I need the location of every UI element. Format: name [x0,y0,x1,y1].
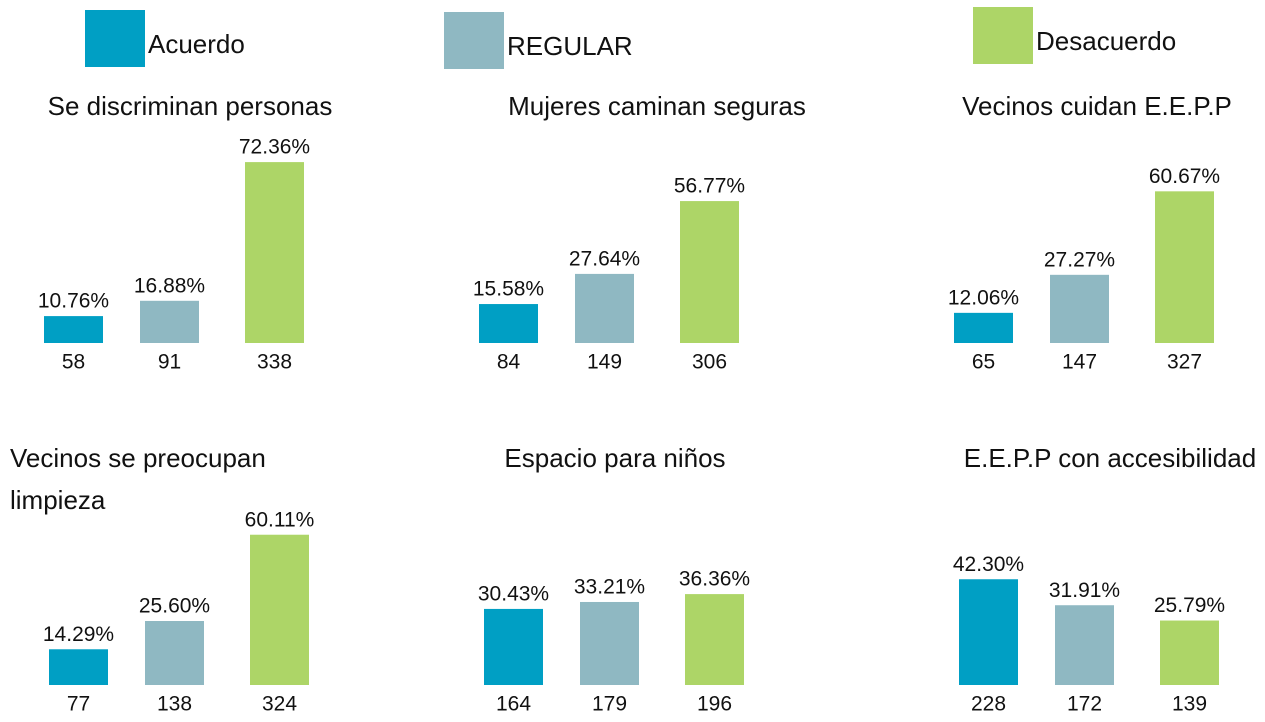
value-label: 10.76% [38,290,109,313]
category-label: 179 [592,693,627,716]
category-label: 228 [971,693,1006,716]
legend-swatch [973,7,1033,64]
category-label: 77 [67,693,90,716]
chart-title: Se discriminan personas [48,91,333,121]
value-label: 56.77% [674,175,745,198]
bar [685,594,744,685]
bar [954,312,1013,343]
value-label: 30.43% [478,582,549,605]
bar [250,534,309,685]
bar [1050,274,1109,343]
category-label: 58 [62,351,85,374]
bar [959,579,1018,685]
bar [1160,620,1219,685]
category-label: 324 [262,693,297,716]
category-label: 164 [496,693,531,716]
value-label: 12.06% [948,286,1019,309]
category-label: 84 [497,351,521,374]
value-label: 72.36% [239,136,310,159]
bar [145,621,204,685]
value-label: 60.67% [1149,165,1220,188]
category-label: 306 [692,351,727,374]
value-label: 36.36% [679,568,750,591]
chart-title: Mujeres caminan seguras [508,91,806,121]
legend-label: Acuerdo [148,29,245,59]
value-label: 14.29% [43,623,114,646]
legend-label: Desacuerdo [1036,26,1176,56]
bar [140,300,199,343]
bar [44,316,103,343]
category-label: 147 [1062,351,1097,374]
value-label: 31.91% [1049,579,1120,602]
category-label: 172 [1067,693,1102,716]
category-label: 91 [158,351,181,374]
bar [49,649,108,685]
legend-label: REGULAR [507,31,633,61]
chart-title: Vecinos cuidan E.E.P.P [962,91,1232,121]
category-label: 65 [972,351,995,374]
category-label: 338 [257,351,292,374]
value-label: 25.79% [1154,594,1225,617]
value-label: 27.64% [569,247,640,270]
category-label: 327 [1167,351,1202,374]
value-label: 16.88% [134,274,205,297]
value-label: 27.27% [1044,248,1115,271]
bar [680,201,739,343]
value-label: 15.58% [473,278,544,301]
chart-title: Espacio para niños [504,443,725,473]
bar [484,608,543,685]
category-label: 196 [697,693,732,716]
value-label: 33.21% [574,576,645,599]
bar [245,162,304,343]
value-label: 25.60% [139,595,210,618]
bar [479,304,538,343]
bar [1055,605,1114,685]
chart-title: E.E.P.P con accesibilidad [964,443,1256,473]
legend-swatch [85,10,145,67]
category-label: 138 [157,693,192,716]
value-label: 60.11% [245,508,315,531]
legend-swatch [444,12,504,69]
value-label: 42.30% [953,553,1024,576]
chart-title: Vecinos se preocupan [10,443,266,473]
bar [580,601,639,685]
bar [575,273,634,343]
category-label: 149 [587,351,622,374]
bar [1155,191,1214,343]
category-label: 139 [1172,693,1207,716]
chart-title: limpieza [10,485,106,515]
